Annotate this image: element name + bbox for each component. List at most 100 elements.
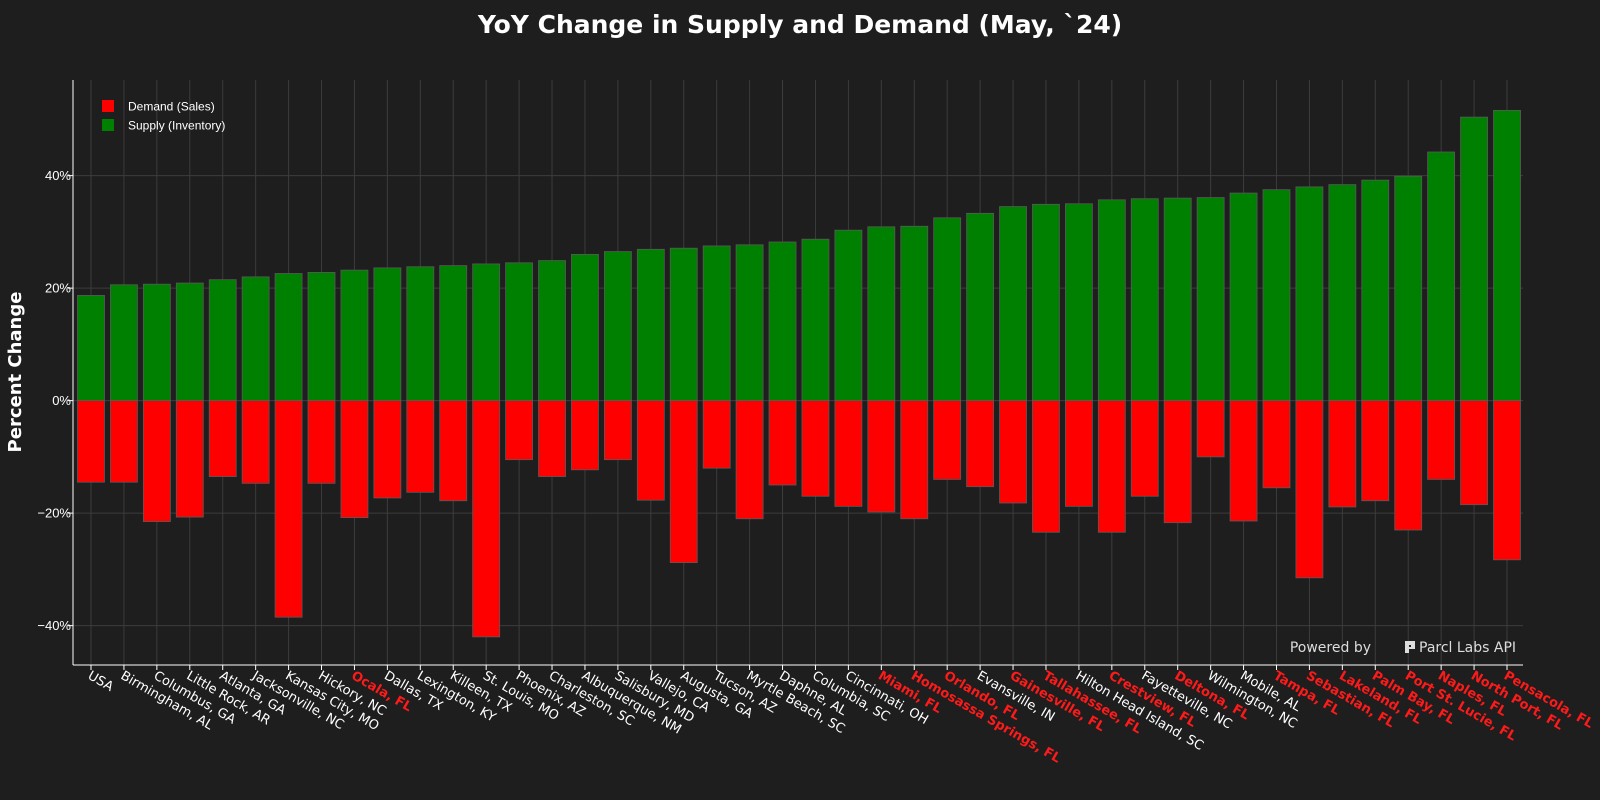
- bar-demand: [571, 400, 599, 471]
- bar-demand: [1032, 400, 1060, 533]
- y-tick-label: 20%: [45, 281, 71, 296]
- bar-supply: [636, 248, 665, 402]
- bar-demand: [999, 400, 1027, 504]
- legend-swatch-demand: [102, 100, 114, 112]
- bar-supply: [142, 283, 171, 402]
- bar-supply: [274, 273, 303, 402]
- bar-demand: [1097, 400, 1126, 533]
- bar-demand: [307, 400, 336, 484]
- bar-demand: [834, 400, 863, 507]
- bar-demand: [1130, 400, 1159, 497]
- bar-demand: [1262, 400, 1291, 489]
- legend: Demand (Sales) Supply (Inventory): [102, 100, 225, 133]
- watermark-prefix: Powered by: [1290, 640, 1371, 656]
- bar-supply: [406, 266, 435, 402]
- bar-demand: [274, 400, 303, 618]
- y-tick-label: 40%: [45, 168, 71, 183]
- bar-supply: [307, 271, 336, 402]
- bar-demand: [966, 400, 995, 488]
- bar-supply: [1394, 175, 1423, 402]
- x-tick-label: USA: [85, 668, 116, 694]
- bar-demand: [340, 400, 369, 519]
- bar-demand: [867, 400, 896, 513]
- bar-supply: [603, 251, 632, 402]
- bar-supply: [1097, 199, 1126, 402]
- bar-demand: [472, 400, 501, 638]
- bar-demand: [538, 400, 566, 477]
- legend-label-demand: Demand (Sales): [128, 100, 215, 114]
- bar-demand: [669, 400, 698, 564]
- bar-demand: [505, 400, 533, 461]
- bar-demand: [1361, 400, 1390, 502]
- bar-supply: [933, 217, 962, 402]
- bar-demand: [1427, 400, 1456, 480]
- bar-supply: [241, 276, 270, 402]
- bar-supply: [340, 269, 369, 402]
- bar-supply: [1196, 197, 1225, 402]
- bar-supply: [77, 295, 105, 402]
- parcl-logo-icon: [1405, 641, 1415, 653]
- bar-demand: [373, 400, 402, 499]
- bar-supply: [735, 244, 764, 402]
- bar-supply: [571, 253, 599, 402]
- bar-demand: [175, 400, 204, 518]
- watermark: Powered by Parcl Labs API: [1290, 640, 1516, 656]
- bar-demand: [110, 400, 138, 483]
- bar-demand: [1493, 400, 1521, 561]
- bar-demand: [439, 400, 468, 502]
- bar-supply: [867, 226, 896, 402]
- bar-supply: [1262, 189, 1291, 402]
- bar-demand: [636, 400, 665, 501]
- bar-demand: [933, 400, 962, 480]
- bar-supply: [669, 247, 698, 402]
- bar-supply: [175, 282, 204, 402]
- bar-supply: [1295, 186, 1324, 402]
- bar-demand: [1229, 400, 1258, 522]
- watermark-brand: Parcl Labs API: [1419, 640, 1516, 656]
- bar-supply: [1460, 116, 1488, 402]
- bars: [77, 109, 1521, 638]
- bar-supply: [999, 206, 1027, 402]
- bar-supply: [801, 238, 830, 402]
- bar-supply: [768, 241, 797, 402]
- bar-supply: [1032, 203, 1060, 402]
- y-tick-label: −20%: [37, 506, 71, 521]
- bar-demand: [1163, 400, 1192, 524]
- bar-supply: [439, 265, 468, 402]
- bar-demand: [702, 400, 731, 469]
- bar-demand: [801, 400, 830, 497]
- bar-supply: [110, 284, 138, 402]
- bar-supply: [208, 279, 237, 402]
- bar-supply: [834, 229, 863, 402]
- bar-demand: [1394, 400, 1423, 531]
- bar-demand: [1196, 400, 1225, 458]
- bar-supply: [1229, 192, 1258, 402]
- y-tick-label: 0%: [52, 393, 71, 408]
- bar-demand: [208, 400, 237, 477]
- bar-supply: [966, 212, 995, 402]
- bar-supply: [472, 263, 501, 402]
- axes: [72, 80, 1523, 666]
- bar-demand: [900, 400, 929, 520]
- bar-supply: [1065, 203, 1093, 402]
- bar-demand: [77, 400, 105, 483]
- bar-supply: [1493, 109, 1521, 402]
- chart-title: YoY Change in Supply and Demand (May, `2…: [477, 10, 1122, 39]
- bar-supply: [1130, 198, 1159, 402]
- bar-demand: [241, 400, 270, 484]
- bar-demand: [603, 400, 632, 461]
- y-tick-labels: −40% −20% 0% 20% 40%: [37, 168, 73, 633]
- bar-supply: [538, 260, 566, 402]
- bar-supply: [505, 262, 533, 402]
- legend-label-supply: Supply (Inventory): [128, 119, 225, 133]
- bar-demand: [735, 400, 764, 520]
- bar-supply: [373, 267, 402, 402]
- bar-demand: [768, 400, 797, 486]
- bar-demand: [1328, 400, 1357, 508]
- bar-supply: [900, 225, 929, 402]
- bar-supply: [1361, 179, 1390, 402]
- bar-demand: [1295, 400, 1324, 579]
- bar-demand: [1065, 400, 1093, 507]
